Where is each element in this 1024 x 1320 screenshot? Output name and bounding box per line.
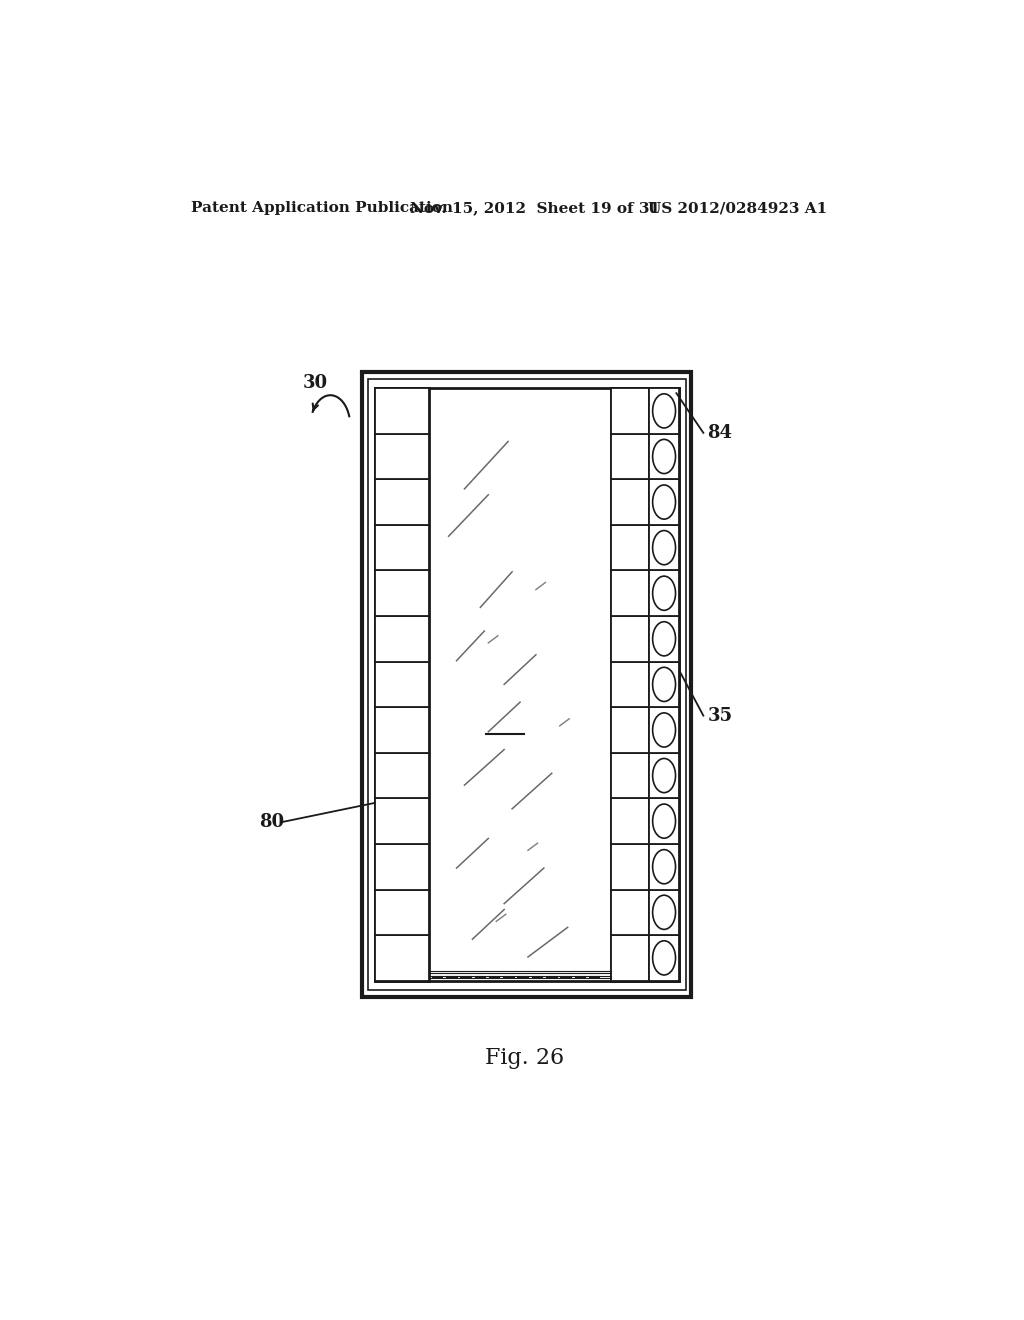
Bar (375, 935, 429, 981)
Bar (375, 843, 429, 890)
Ellipse shape (652, 895, 676, 929)
Bar (611, 843, 649, 890)
Text: 32: 32 (493, 711, 518, 729)
Ellipse shape (652, 576, 676, 610)
Bar (649, 890, 679, 935)
Bar (375, 799, 429, 843)
Bar (611, 525, 649, 570)
Bar (375, 388, 429, 434)
Bar (375, 661, 429, 708)
Bar (649, 935, 679, 981)
Bar (362, 372, 691, 997)
Bar (649, 525, 679, 570)
Bar (375, 708, 429, 752)
Bar (375, 434, 429, 479)
Bar (649, 661, 679, 708)
Text: 84: 84 (708, 424, 732, 442)
Bar (611, 570, 649, 616)
Bar (375, 752, 429, 799)
Ellipse shape (652, 759, 676, 792)
Bar (649, 479, 679, 525)
Ellipse shape (652, 531, 676, 565)
Ellipse shape (652, 668, 676, 701)
Ellipse shape (652, 484, 676, 519)
Ellipse shape (652, 713, 676, 747)
Bar (375, 388, 679, 981)
Bar (375, 616, 429, 661)
Ellipse shape (652, 804, 676, 838)
Bar (611, 388, 679, 981)
Ellipse shape (652, 440, 676, 474)
Bar (649, 752, 679, 799)
Bar (649, 843, 679, 890)
Bar (375, 479, 429, 525)
Text: 35: 35 (708, 706, 732, 725)
Bar (611, 661, 649, 708)
Bar (611, 616, 649, 661)
Ellipse shape (652, 941, 676, 975)
Bar (611, 799, 649, 843)
Bar (611, 752, 649, 799)
Text: 30: 30 (303, 374, 328, 392)
Bar (611, 479, 649, 525)
Bar (375, 525, 429, 570)
Ellipse shape (652, 393, 676, 428)
Bar (611, 935, 649, 981)
Bar (375, 388, 429, 981)
Bar (611, 890, 649, 935)
Text: Patent Application Publication: Patent Application Publication (191, 201, 454, 215)
Text: Fig. 26: Fig. 26 (485, 1047, 564, 1069)
Bar (649, 799, 679, 843)
Bar (611, 708, 649, 752)
Text: 80: 80 (259, 813, 284, 830)
Bar (649, 388, 679, 434)
Bar (375, 890, 429, 935)
Bar (375, 570, 429, 616)
Bar (611, 434, 649, 479)
Text: US 2012/0284923 A1: US 2012/0284923 A1 (648, 201, 827, 215)
Bar (649, 616, 679, 661)
Text: Nov. 15, 2012  Sheet 19 of 31: Nov. 15, 2012 Sheet 19 of 31 (410, 201, 659, 215)
Bar (649, 434, 679, 479)
Bar (649, 708, 679, 752)
Ellipse shape (652, 622, 676, 656)
Bar (611, 388, 649, 434)
Bar (368, 379, 686, 990)
Bar (649, 570, 679, 616)
Ellipse shape (652, 850, 676, 884)
